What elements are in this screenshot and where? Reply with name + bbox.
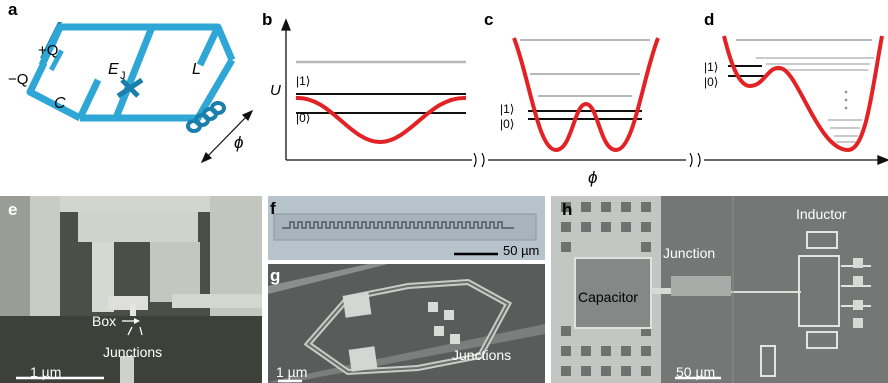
state-zero-d: |0⟩ [704, 75, 718, 89]
ej-label: E [108, 61, 119, 78]
axis-break-marks [473, 152, 701, 168]
x-axis-label: ϕ [588, 168, 597, 187]
plus-q-label: +Q [38, 42, 58, 59]
micrograph-g [268, 264, 545, 383]
state-one-b: |1⟩ [296, 74, 310, 88]
state-zero-c: |0⟩ [500, 117, 514, 131]
ej-sub-label: J [120, 70, 126, 82]
panel-label-g: g [270, 266, 281, 285]
potential-d [722, 35, 884, 153]
phi-label: ϕ [234, 133, 243, 152]
panel-label-d: d [704, 10, 715, 29]
potential-b [295, 60, 467, 145]
scale-label-f: 50 µm [503, 243, 540, 258]
inductor-label: L [192, 61, 201, 78]
panel-label-a: a [8, 0, 18, 19]
state-one-d: |1⟩ [704, 60, 718, 74]
box-label: Box [92, 313, 117, 329]
micrograph-e [0, 196, 262, 383]
circuit-diagram [26, 22, 254, 164]
inductor-label-h: Inductor [796, 206, 847, 222]
capacitor-label: C [54, 95, 66, 112]
potential-c [512, 37, 660, 153]
y-axis-label: U [270, 82, 281, 99]
micrograph-f [268, 196, 545, 260]
panel-label-f: f [270, 199, 276, 218]
state-zero-b: |0⟩ [296, 111, 310, 125]
state-one-c: |1⟩ [500, 102, 514, 116]
scale-label-e: 1 µm [30, 364, 62, 380]
panel-label-h: h [562, 200, 573, 219]
junction-label-h: Junction [663, 245, 716, 261]
panel-label-b: b [262, 10, 273, 29]
junctions-label-e: Junctions [103, 344, 163, 360]
junctions-label-g: Junctions [452, 347, 512, 363]
capacitor-label-h: Capacitor [578, 289, 638, 305]
scale-label-g: 1 µm [276, 364, 308, 380]
energy-axes [281, 18, 888, 165]
energy-schematic-figure: +Q −Q C E J L ϕ U ϕ |1⟩ |0⟩ |1⟩ |0⟩ |1⟩ … [8, 18, 888, 187]
circuit-labels: +Q −Q C E J L ϕ [8, 42, 243, 152]
scale-label-h: 50 µm [676, 364, 716, 380]
panel-label-c: c [484, 10, 494, 29]
panel-label-e: e [8, 200, 18, 219]
micrograph-h [551, 196, 888, 383]
minus-q-label: −Q [8, 71, 28, 88]
